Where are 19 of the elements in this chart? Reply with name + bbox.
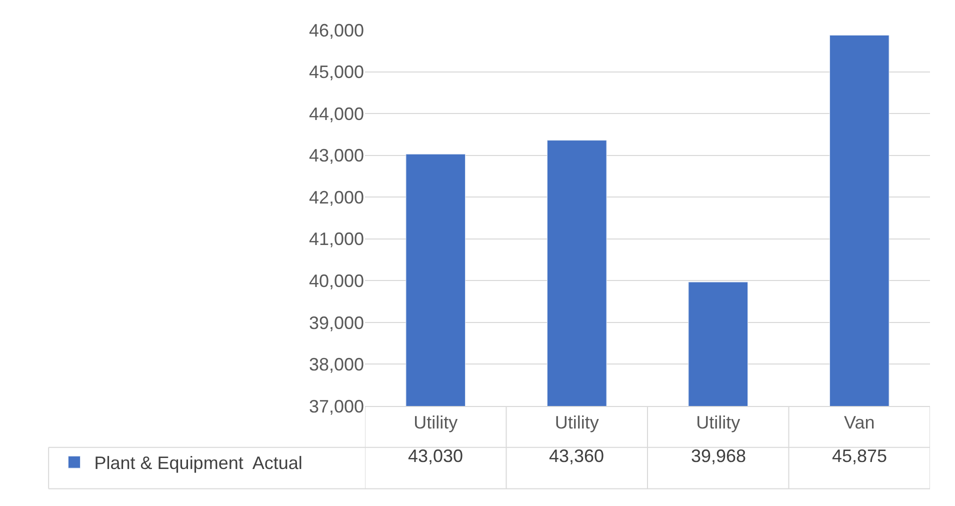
y-tick-label: 41,000 bbox=[308, 229, 364, 250]
data-label: 43,030 bbox=[408, 446, 464, 466]
y-tick-label: 42,000 bbox=[308, 187, 364, 208]
x-tick-label: Utility bbox=[696, 412, 740, 433]
data-label: 39,968 bbox=[691, 446, 746, 466]
legend-label: Plant & Equipment Actual bbox=[94, 453, 302, 474]
y-tick-label: 37,000 bbox=[308, 396, 364, 416]
y-tick-label: 44,000 bbox=[308, 104, 364, 124]
y-tick-label: 38,000 bbox=[308, 354, 364, 375]
x-tick-label: Utility bbox=[554, 412, 599, 433]
y-tick-label: 45,000 bbox=[308, 62, 364, 82]
y-tick-label: 46,000 bbox=[308, 20, 364, 40]
x-tick-label: Van bbox=[844, 412, 875, 433]
y-tick-label: 43,000 bbox=[308, 146, 364, 166]
data-label: 43,360 bbox=[549, 446, 604, 466]
data-label: 45,875 bbox=[832, 446, 888, 466]
x-tick-label: Utility bbox=[414, 412, 458, 433]
y-tick-label: 40,000 bbox=[308, 270, 364, 291]
y-tick-label: 39,000 bbox=[308, 312, 364, 333]
